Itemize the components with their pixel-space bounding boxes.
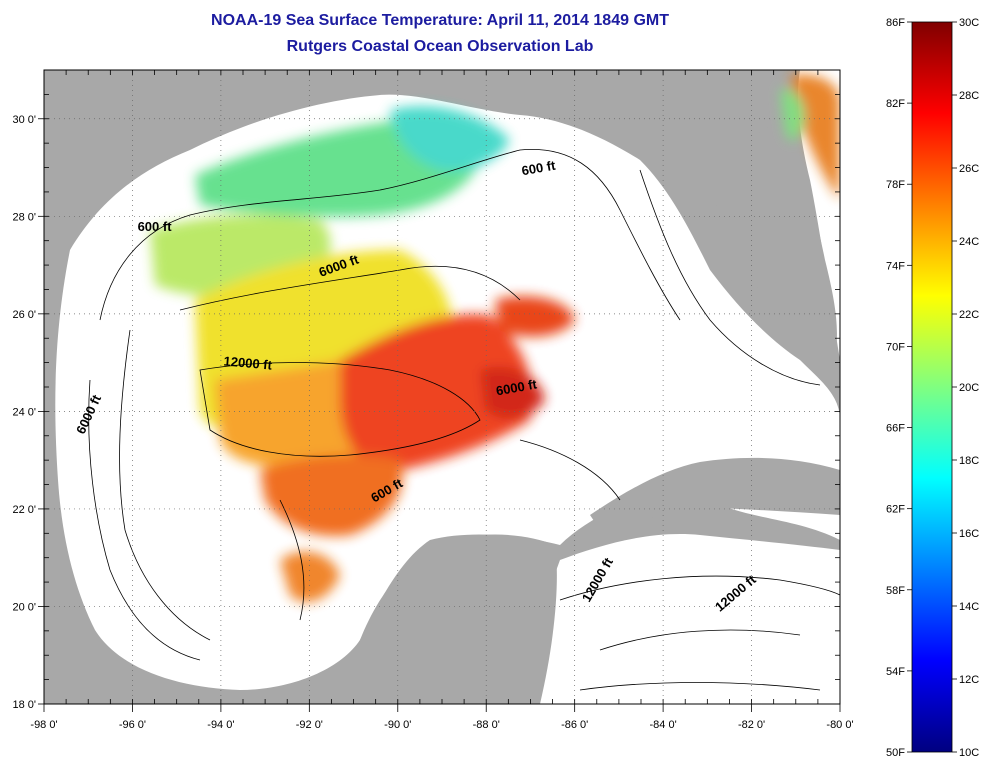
lon-tick-label: -90 0': [384, 719, 411, 731]
contour-yucatan-shelf: [279, 439, 621, 621]
contour-label: 6000 ft: [495, 376, 539, 398]
lon-tick-label: -86 0': [561, 719, 588, 731]
lon-tick-label: -80 0': [826, 719, 853, 731]
florida-land: [700, 110, 837, 364]
contour-600ft-mexico: [88, 379, 201, 661]
sst-patch-east-red: [495, 296, 575, 337]
map-title: NOAA-19 Sea Surface Temperature: April 1…: [211, 12, 669, 29]
yucatan-land: [330, 534, 557, 704]
sst-data-layer: [150, 74, 840, 603]
cuba-land: [590, 457, 840, 530]
sst-patch-northeast: [390, 106, 510, 171]
lat-tick-label: 24 0': [12, 406, 36, 418]
lat-tick-label: 18 0': [12, 699, 36, 711]
lon-tick-label: -82 0': [738, 719, 765, 731]
map-grid: [44, 70, 840, 704]
map-axis-ticks: [38, 69, 841, 712]
contour-600ft-florida: [639, 169, 821, 386]
sst-patch-atlantic-green: [780, 89, 805, 141]
lon-tick-label: -88 0': [473, 719, 500, 731]
sst-patch-south: [260, 454, 403, 536]
sst-patch-florida-strait: [480, 366, 545, 419]
lon-tick-label: -94 0': [207, 719, 234, 731]
map-axis-labels: -98 0' -96 0' -94 0' -92 0' -90 0' -88 0' -86 …: [12, 114, 853, 731]
lat-tick-label: 26 0': [12, 309, 36, 321]
caribbean-water: [520, 534, 840, 704]
lon-tick-label: -98 0': [30, 719, 57, 731]
lat-tick-label: 28 0': [12, 211, 36, 223]
sst-patch-loop-current: [340, 314, 533, 471]
map-subtitle: Rutgers Coastal Ocean Observation Lab: [286, 38, 594, 55]
contour-12000ft: [199, 362, 481, 457]
contour-label: 12000 ft: [223, 353, 273, 372]
contour-6000ft: [119, 265, 521, 641]
lon-tick-label: -84 0': [650, 719, 677, 731]
lat-tick-label: 20 0': [12, 601, 36, 613]
contour-label: 600 ft: [138, 219, 173, 234]
contour-600ft-north: [99, 148, 681, 321]
contour-label: 600 ft: [520, 158, 557, 179]
sst-patch-bay-campeche: [280, 551, 340, 603]
bathymetry-contours: [88, 148, 840, 691]
lat-tick-label: 22 0': [12, 504, 36, 516]
lon-tick-label: -96 0': [119, 719, 146, 731]
lat-tick-label: 30 0': [12, 114, 36, 126]
contour-caribbean: [559, 575, 840, 691]
lon-tick-label: -92 0': [296, 719, 323, 731]
